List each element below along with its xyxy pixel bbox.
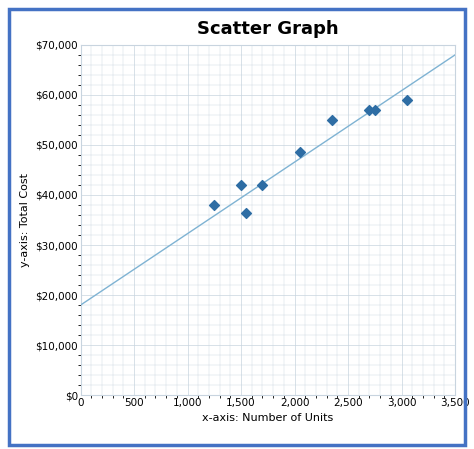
Point xyxy=(371,106,379,114)
Point xyxy=(365,106,373,114)
Point xyxy=(403,97,410,104)
Point xyxy=(237,181,245,189)
X-axis label: x-axis: Number of Units: x-axis: Number of Units xyxy=(202,414,333,423)
Point xyxy=(296,149,304,156)
Point xyxy=(243,209,250,216)
Point xyxy=(259,181,266,189)
Y-axis label: y-axis: Total Cost: y-axis: Total Cost xyxy=(19,173,29,267)
Title: Scatter Graph: Scatter Graph xyxy=(197,20,338,38)
Point xyxy=(210,202,218,209)
Point xyxy=(328,116,336,123)
